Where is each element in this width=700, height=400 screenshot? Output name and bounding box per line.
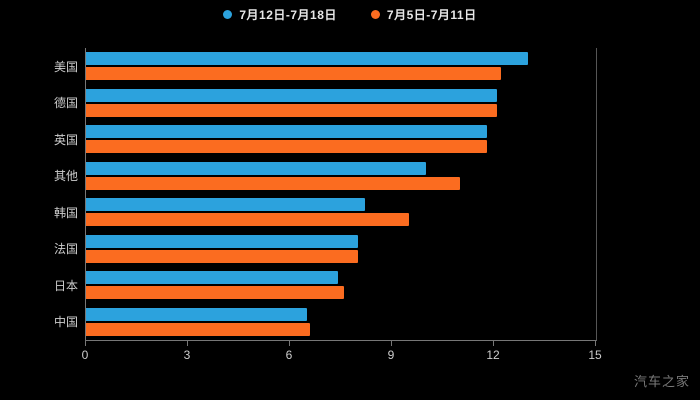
x-tick-mark	[85, 341, 86, 346]
bar	[86, 176, 460, 190]
bar	[86, 88, 498, 102]
bar	[86, 286, 345, 300]
bar	[86, 271, 338, 285]
x-tick-label: 9	[387, 348, 395, 362]
legend-marker-blue-icon	[223, 10, 233, 19]
bar	[86, 213, 409, 227]
bar	[86, 161, 426, 175]
watermark: 汽车之家	[633, 374, 690, 389]
x-tick-label: 0	[81, 348, 89, 362]
y-axis-label: 英国	[53, 132, 78, 147]
legend: 7月12日-7月18日 7月5日-7月11日	[0, 6, 700, 23]
bar-group-5	[86, 194, 596, 231]
bar	[86, 52, 528, 66]
bar	[86, 322, 311, 336]
x-tick-label: 15	[588, 348, 602, 362]
y-axis-label: 德国	[53, 96, 78, 111]
y-axis-label: 韩国	[53, 205, 78, 220]
y-axis-label: 中国	[53, 315, 78, 330]
bar-group-4	[86, 158, 596, 195]
bar-group-1	[86, 48, 596, 85]
legend-label-week1: 7月5日-7月11日	[386, 8, 477, 22]
x-tick-mark	[289, 341, 290, 346]
x-tick-label: 3	[183, 348, 191, 362]
bar	[86, 234, 358, 248]
x-tick-label: 6	[285, 348, 293, 362]
legend-marker-orange-icon	[370, 10, 380, 19]
bar	[86, 67, 501, 81]
legend-label-week2: 7月12日-7月18日	[239, 8, 337, 22]
legend-item-week1: 7月5日-7月11日	[370, 6, 477, 23]
x-tick-label: 12	[486, 348, 500, 362]
y-axis-label: 日本	[53, 278, 78, 293]
x-tick-mark	[595, 341, 596, 346]
x-tick-mark	[391, 341, 392, 346]
plot-area	[85, 48, 597, 341]
bar-group-3	[86, 121, 596, 158]
legend-item-week2: 7月12日-7月18日	[223, 6, 337, 23]
bar-group-6	[86, 231, 596, 268]
bar-group-7	[86, 267, 596, 304]
bar	[86, 140, 488, 154]
y-axis-label: 法国	[53, 242, 78, 257]
x-tick-mark	[493, 341, 494, 346]
bar	[86, 198, 365, 212]
bar-group-2	[86, 85, 596, 122]
bar-group-8	[86, 304, 596, 341]
bar	[86, 249, 358, 263]
y-axis-label: 美国	[53, 59, 78, 74]
bar	[86, 103, 498, 117]
y-axis-label: 其他	[53, 169, 78, 184]
bar	[86, 307, 307, 321]
x-tick-mark	[187, 341, 188, 346]
bar	[86, 125, 488, 139]
